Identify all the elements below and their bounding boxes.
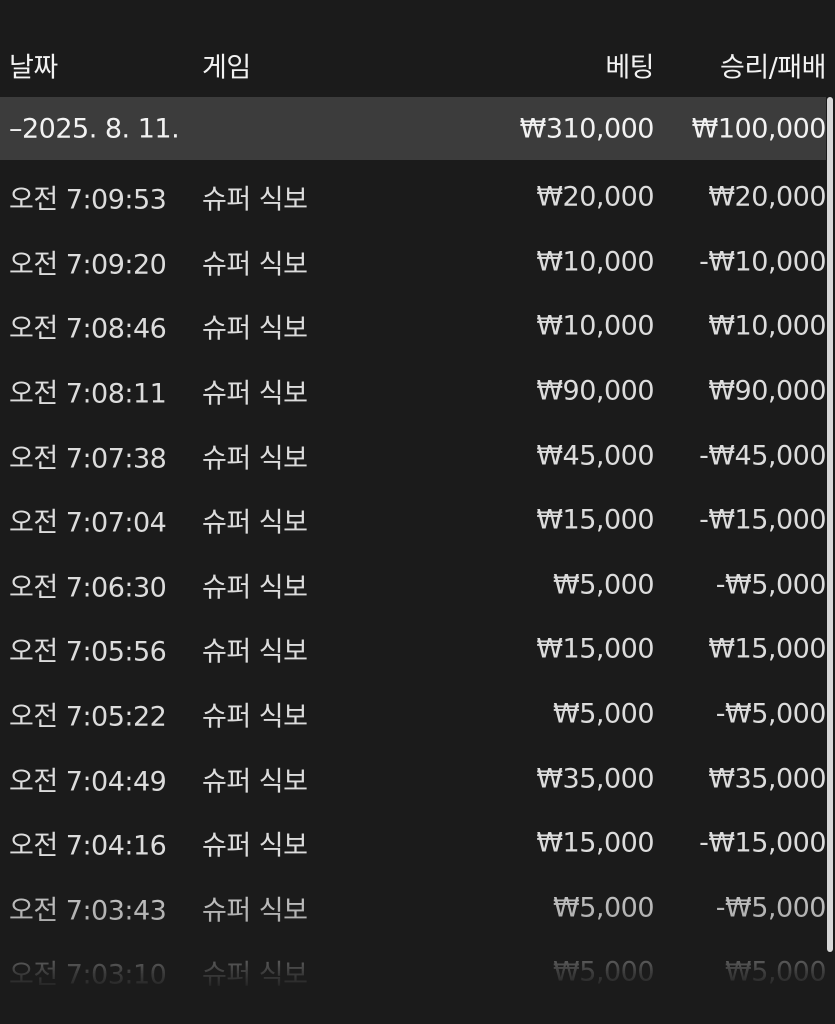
row-game: 슈퍼 식보 — [202, 378, 308, 410]
row-game: 슈퍼 식보 — [202, 701, 308, 733]
row-result: -₩5,000 — [715, 892, 827, 924]
table-row[interactable]: 오전 7:06:30 슈퍼 식보 ₩5,000 -₩5,000 — [0, 553, 827, 618]
row-time: 오전 7:08:11 — [9, 378, 167, 410]
row-bet: ₩5,000 — [553, 956, 655, 988]
row-result: -₩15,000 — [699, 504, 826, 536]
row-bet: ₩15,000 — [536, 504, 654, 536]
row-game: 슈퍼 식보 — [202, 184, 308, 216]
row-game: 슈퍼 식보 — [202, 443, 308, 475]
row-bet: ₩45,000 — [536, 440, 654, 472]
table-header: 날짜 게임 베팅 승리/패배 — [0, 33, 826, 97]
row-bet: ₩5,000 — [553, 698, 655, 730]
row-time: 오전 7:04:49 — [9, 766, 167, 798]
row-bet: ₩10,000 — [536, 310, 654, 342]
row-time: 오전 7:04:16 — [9, 830, 167, 862]
row-result: ₩35,000 — [708, 763, 826, 795]
header-bet[interactable]: 베팅 — [605, 52, 654, 84]
row-game: 슈퍼 식보 — [202, 895, 308, 927]
row-game: 슈퍼 식보 — [202, 572, 308, 604]
scrollbar[interactable] — [827, 97, 833, 952]
table-row[interactable]: 오전 7:05:56 슈퍼 식보 ₩15,000 ₩15,000 — [0, 617, 826, 682]
row-time: 오전 7:09:20 — [9, 249, 167, 281]
row-result: -₩5,000 — [715, 698, 827, 730]
row-game: 슈퍼 식보 — [202, 959, 308, 991]
row-result: -₩10,000 — [699, 246, 826, 278]
table-row[interactable]: 오전 7:07:38 슈퍼 식보 ₩45,000 -₩45,000 — [0, 423, 826, 488]
table-row[interactable]: 오전 7:04:49 슈퍼 식보 ₩35,000 ₩35,000 — [0, 746, 826, 811]
row-time: 오전 7:08:46 — [9, 313, 167, 345]
row-game: 슈퍼 식보 — [202, 249, 308, 281]
row-time: 오전 7:03:43 — [9, 895, 167, 927]
row-bet: ₩15,000 — [536, 633, 654, 665]
group-bet-total: ₩310,000 — [519, 113, 655, 144]
row-result: ₩5,000 — [725, 956, 827, 988]
collapse-toggle[interactable]: – — [9, 113, 23, 144]
table-row[interactable]: 오전 7:08:46 슈퍼 식보 ₩10,000 ₩10,000 — [0, 294, 826, 359]
row-bet: ₩20,000 — [536, 181, 654, 213]
row-bet: ₩15,000 — [536, 827, 654, 859]
table-row[interactable]: 오전 7:03:43 슈퍼 식보 ₩5,000 -₩5,000 — [0, 876, 827, 941]
header-game[interactable]: 게임 — [202, 52, 251, 84]
table-row[interactable]: 오전 7:04:16 슈퍼 식보 ₩15,000 -₩15,000 — [0, 811, 826, 876]
row-time: 오전 7:06:30 — [9, 572, 167, 604]
header-date[interactable]: 날짜 — [9, 52, 58, 84]
row-result: -₩15,000 — [699, 827, 826, 859]
row-game: 슈퍼 식보 — [202, 766, 308, 798]
row-bet: ₩90,000 — [536, 375, 654, 407]
row-time: 오전 7:05:22 — [9, 701, 167, 733]
table-row[interactable]: 오전 7:09:20 슈퍼 식보 ₩10,000 -₩10,000 — [0, 230, 826, 295]
row-time: 오전 7:05:56 — [9, 636, 167, 668]
row-game: 슈퍼 식보 — [202, 830, 308, 862]
row-game: 슈퍼 식보 — [202, 636, 308, 668]
row-result: ₩20,000 — [708, 181, 826, 213]
row-time: 오전 7:09:53 — [9, 184, 167, 216]
table-row[interactable]: 오전 7:08:11 슈퍼 식보 ₩90,000 ₩90,000 — [0, 359, 826, 424]
row-game: 슈퍼 식보 — [202, 313, 308, 345]
group-result-total: ₩100,000 — [691, 113, 827, 144]
group-date: 2025. 8. 11. — [22, 113, 180, 144]
date-group-label: –2025. 8. 11. — [9, 113, 180, 144]
row-result: -₩5,000 — [715, 569, 827, 601]
row-time: 오전 7:03:10 — [9, 959, 167, 991]
row-result: ₩90,000 — [708, 375, 826, 407]
row-bet: ₩10,000 — [536, 246, 654, 278]
row-bet: ₩35,000 — [536, 763, 654, 795]
row-game: 슈퍼 식보 — [202, 507, 308, 539]
row-bet: ₩5,000 — [553, 892, 655, 924]
table-row[interactable]: 오전 7:07:04 슈퍼 식보 ₩15,000 -₩15,000 — [0, 488, 826, 553]
row-bet: ₩5,000 — [553, 569, 655, 601]
table-row[interactable]: 오전 7:03:10 슈퍼 식보 ₩5,000 ₩5,000 — [0, 940, 827, 1005]
row-result: -₩45,000 — [699, 440, 826, 472]
table-row[interactable]: 오전 7:05:22 슈퍼 식보 ₩5,000 -₩5,000 — [0, 682, 827, 747]
row-time: 오전 7:07:38 — [9, 443, 167, 475]
row-result: ₩10,000 — [708, 310, 826, 342]
header-result[interactable]: 승리/패배 — [720, 52, 826, 84]
row-result: ₩15,000 — [708, 633, 826, 665]
date-group-row[interactable]: –2025. 8. 11. ₩310,000 ₩100,000 — [0, 97, 827, 160]
bet-history-list[interactable]: 오전 7:09:53 슈퍼 식보 ₩20,000 ₩20,000 오전 7:09:20 슈… — [0, 165, 827, 995]
table-row[interactable]: 오전 7:09:53 슈퍼 식보 ₩20,000 ₩20,000 — [0, 165, 826, 230]
row-time: 오전 7:07:04 — [9, 507, 167, 539]
